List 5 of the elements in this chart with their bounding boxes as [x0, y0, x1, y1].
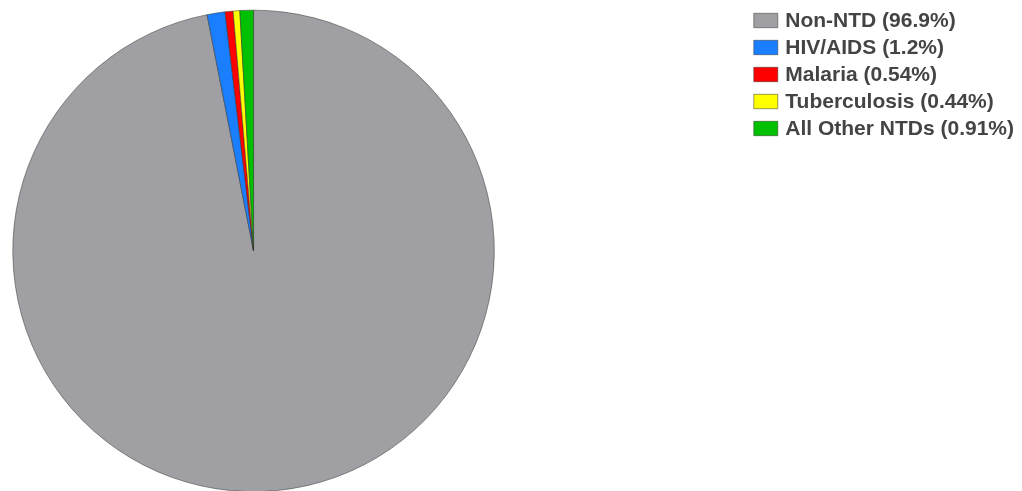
legend-label: Tuberculosis (0.44%) — [785, 89, 994, 113]
legend-label: Non-NTD (96.9%) — [785, 8, 956, 32]
legend-label: All Other NTDs (0.91%) — [785, 116, 1014, 140]
legend-label: Malaria (0.54%) — [785, 62, 938, 86]
legend-label: HIV/AIDS (1.2%) — [785, 35, 944, 59]
